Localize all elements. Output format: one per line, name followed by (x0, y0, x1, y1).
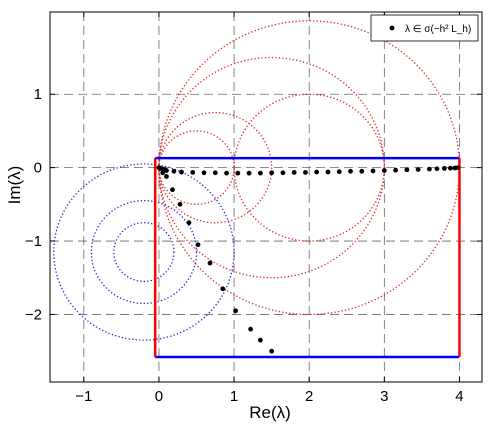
data-point (336, 169, 342, 175)
x-axis-label: Re(λ) (249, 403, 291, 422)
data-point (212, 170, 218, 176)
circle (113, 222, 175, 283)
y-tick-label: −1 (25, 233, 42, 250)
data-point (381, 168, 387, 173)
data-point (455, 165, 461, 171)
bounding-rectangle (153, 156, 461, 359)
data-point (170, 187, 175, 193)
data-point (257, 170, 263, 176)
x-tick-label: 0 (155, 388, 163, 405)
data-point (224, 170, 229, 176)
data-point (442, 165, 447, 171)
data-point (246, 170, 252, 176)
data-point (314, 169, 320, 175)
data-point (186, 220, 192, 226)
legend-label: λ ∈ σ(−h² L_h) (405, 24, 471, 35)
data-point (164, 168, 169, 173)
data-point (404, 167, 410, 173)
data-point (370, 168, 376, 174)
x-tick-label: 4 (455, 388, 463, 405)
axes-box (49, 11, 483, 383)
eigenvalue-points (156, 165, 461, 354)
data-point (280, 170, 286, 176)
data-point (177, 201, 183, 207)
data-point (325, 169, 331, 175)
x-tick-label: 1 (230, 388, 238, 405)
data-point (269, 348, 275, 354)
data-point (207, 260, 213, 266)
data-point (269, 170, 275, 176)
x-tick-label: 3 (380, 388, 388, 405)
grid-lines (50, 12, 482, 382)
data-point (179, 169, 184, 175)
ticks (50, 12, 482, 382)
y-tick-label: 1 (34, 86, 42, 103)
data-point (393, 167, 398, 173)
y-tick-label: 0 (34, 160, 42, 177)
data-point (171, 168, 177, 174)
legend-marker (389, 25, 395, 31)
circle (158, 111, 273, 224)
x-tick-label: −1 (75, 388, 92, 405)
data-point (448, 165, 453, 171)
data-point (415, 167, 421, 172)
data-point (303, 170, 308, 175)
data-point (220, 286, 226, 292)
data-point (164, 174, 169, 179)
y-axis-label: Im(λ) (5, 166, 24, 205)
circle (53, 163, 235, 341)
data-point (195, 242, 201, 248)
y-tick-labels: −2 −1 0 1 (25, 86, 42, 323)
legend-box (370, 14, 479, 42)
data-point (160, 170, 166, 176)
circle (233, 93, 385, 242)
legend: λ ∈ σ(−h² L_h) (370, 14, 479, 42)
data-point (190, 170, 196, 175)
data-point (248, 326, 253, 332)
data-point (359, 168, 365, 174)
data-point (257, 337, 263, 343)
x-tick-labels: −1 0 1 2 3 4 (75, 388, 463, 405)
gershgorin-circles (53, 20, 461, 341)
data-point (434, 166, 440, 172)
data-point (291, 170, 297, 175)
data-point (235, 170, 241, 176)
y-tick-label: −2 (25, 306, 42, 323)
x-tick-label: 2 (305, 388, 313, 405)
data-point (348, 168, 353, 174)
data-point (427, 166, 432, 172)
data-point (233, 308, 238, 314)
data-point (201, 170, 207, 176)
circle (90, 200, 198, 305)
